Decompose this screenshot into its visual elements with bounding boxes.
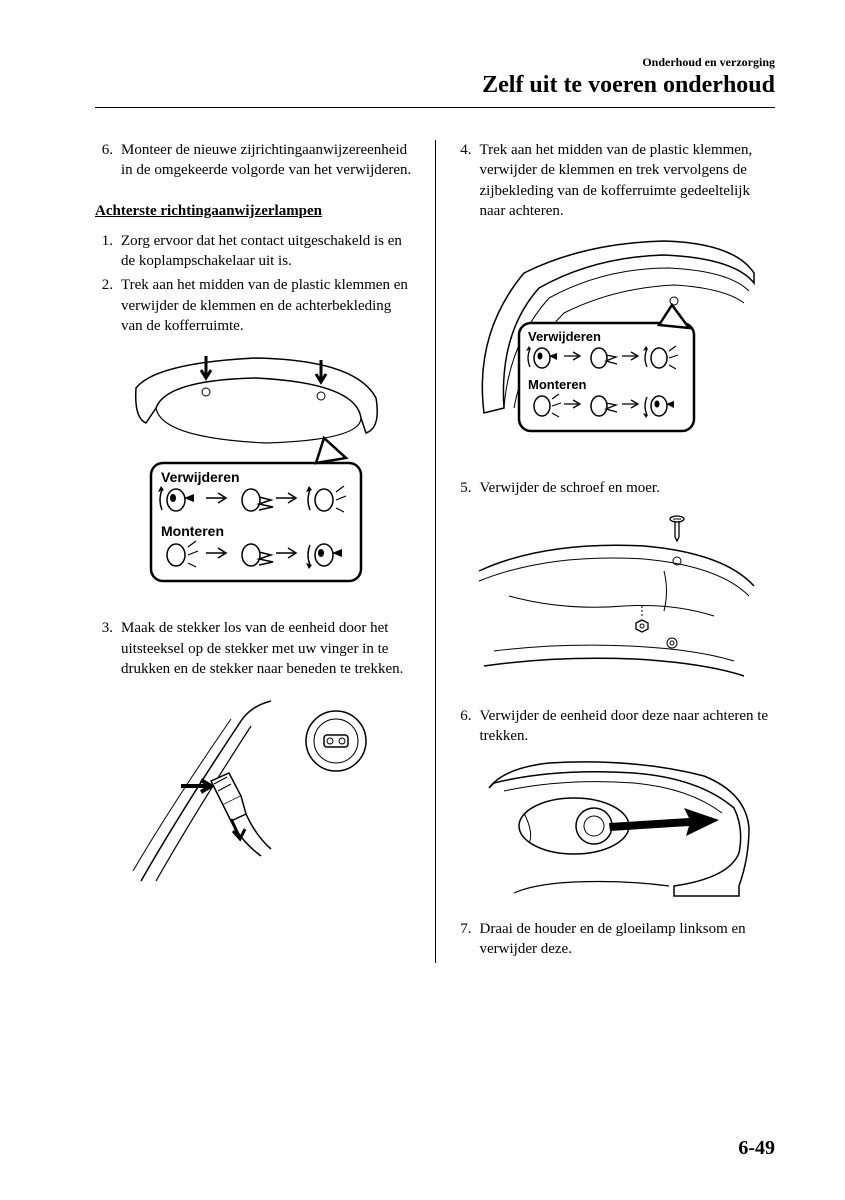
content-columns: 6. Monteer de nieuwe zijrichtingaanwijze… (95, 140, 775, 963)
step-text: Zorg ervoor dat het contact uitgeschakel… (121, 231, 417, 272)
step-number: 2. (95, 275, 121, 336)
figure-side-trim: Verwijderen (454, 233, 776, 464)
step-number: 6. (454, 706, 480, 747)
step-number: 7. (454, 919, 480, 960)
list-item: 5. Verwijder de schroef en moer. (454, 478, 776, 498)
right-column: 4. Trek aan het midden van de plastic kl… (454, 140, 776, 963)
pull-unit-illustration (474, 758, 754, 898)
list-item: 7. Draai de houder en de gloeilamp links… (454, 919, 776, 960)
list-item: 6. Monteer de nieuwe zijrichtingaanwijze… (95, 140, 417, 181)
screw-nut-illustration (464, 511, 764, 686)
header-section: Onderhoud en verzorging (95, 55, 775, 70)
column-divider (435, 140, 436, 963)
step-text: Draai de houder en de gloeilamp linksom … (480, 919, 776, 960)
step-number: 3. (95, 618, 121, 679)
step-number: 5. (454, 478, 480, 498)
step-text: Maak de stekker los van de eenheid door … (121, 618, 417, 679)
figure-screw-nut (454, 511, 776, 692)
header-divider (95, 107, 775, 108)
list-item: 3. Maak de stekker los van de eenheid do… (95, 618, 417, 679)
left-column: 6. Monteer de nieuwe zijrichtingaanwijze… (95, 140, 417, 963)
page-number: 6-49 (738, 1137, 775, 1160)
side-trim-illustration: Verwijderen (464, 233, 764, 458)
step-number: 6. (95, 140, 121, 181)
figure-connector (95, 691, 417, 892)
label-remove: Verwijderen (528, 329, 601, 344)
connector-illustration (111, 691, 401, 886)
figure-pull-unit (454, 758, 776, 904)
list-item: 4. Trek aan het midden van de plastic kl… (454, 140, 776, 221)
label-mount: Monteren (161, 523, 224, 539)
list-item: 1. Zorg ervoor dat het contact uitgescha… (95, 231, 417, 272)
list-item: 6. Verwijder de eenheid door deze naar a… (454, 706, 776, 747)
step-text: Verwijder de schroef en moer. (480, 478, 776, 498)
step-text: Trek aan het midden van de plastic klemm… (480, 140, 776, 221)
subheading: Achterste richtingaanwijzerlampen (95, 201, 417, 221)
label-remove: Verwijderen (161, 469, 240, 485)
header-title: Zelf uit te voeren onderhoud (95, 72, 775, 99)
step-text: Monteer de nieuwe zijrichtingaanwijzeree… (121, 140, 417, 181)
list-item: 2. Trek aan het midden van de plastic kl… (95, 275, 417, 336)
step-text: Verwijder de eenheid door deze naar acht… (480, 706, 776, 747)
step-number: 1. (95, 231, 121, 272)
trunk-clips-illustration: Verwijderen (106, 348, 406, 598)
step-text: Trek aan het midden van de plastic klemm… (121, 275, 417, 336)
figure-trunk-clips: Verwijderen (95, 348, 417, 604)
page-header: Onderhoud en verzorging Zelf uit te voer… (95, 55, 775, 99)
label-mount: Monteren (528, 377, 587, 392)
step-number: 4. (454, 140, 480, 221)
